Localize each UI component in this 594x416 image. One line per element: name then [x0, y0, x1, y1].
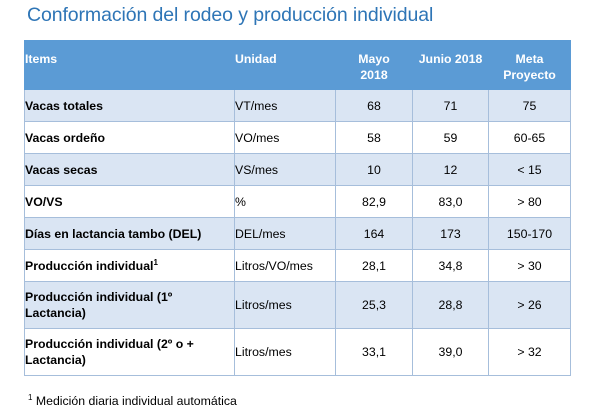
row-item-text: Producción individual	[25, 258, 154, 273]
row-meta: < 15	[488, 153, 571, 186]
table-row: Días en lactancia tambo (DEL) DEL/mes 16…	[24, 217, 571, 250]
row-item: Producción individual (1º Lactancia)	[24, 281, 235, 329]
row-unidad: Litros/VO/mes	[234, 249, 336, 282]
document-title: Conformación del rodeo y producción indi…	[27, 4, 434, 26]
row-unidad: %	[234, 185, 336, 218]
row-item: Días en lactancia tambo (DEL)	[24, 217, 235, 250]
row-junio: 12	[412, 153, 489, 186]
row-mayo: 58	[335, 121, 413, 154]
row-item: Producción individual1	[24, 249, 235, 282]
row-mayo: 68	[335, 89, 413, 122]
table-row: Producción individual (2º o + Lactancia) …	[24, 328, 571, 376]
row-meta: 75	[488, 89, 571, 122]
table-row: Vacas secas VS/mes 10 12 < 15	[24, 153, 571, 186]
row-junio: 28,8	[412, 281, 489, 329]
footnote-number: 1	[28, 393, 33, 402]
table-row: Vacas ordeño VO/mes 58 59 60-65	[24, 121, 571, 154]
row-item: Vacas ordeño	[24, 121, 235, 154]
table-row: Producción individual (1º Lactancia) Litr…	[24, 281, 571, 329]
row-meta: > 26	[488, 281, 571, 329]
header-mayo-line1: Mayo	[358, 52, 390, 66]
table-header-row: Items Unidad Mayo 2018 Junio 2018 Meta Pro…	[24, 40, 571, 90]
header-meta-line2: Proyecto	[503, 68, 556, 82]
row-unidad: VT/mes	[234, 89, 336, 122]
row-mayo: 10	[335, 153, 413, 186]
row-item: Vacas secas	[24, 153, 235, 186]
row-item: Vacas totales	[24, 89, 235, 122]
header-meta: Meta Proyecto	[488, 40, 571, 90]
row-mayo: 28,1	[335, 249, 413, 282]
row-unidad: Litros/mes	[234, 328, 336, 376]
row-item-line1: Producción individual (1º	[25, 290, 173, 304]
row-meta: > 80	[488, 185, 571, 218]
row-junio: 173	[412, 217, 489, 250]
header-items: Items	[24, 40, 235, 90]
footnote-text: Medición diaria individual automática	[32, 394, 237, 409]
row-item: VO/VS	[24, 185, 235, 218]
row-unidad: VO/mes	[234, 121, 336, 154]
row-mayo: 82,9	[335, 185, 413, 218]
row-meta: > 30	[488, 249, 571, 282]
row-junio: 83,0	[412, 185, 489, 218]
table-row: Producción individual1 Litros/VO/mes 28,…	[24, 249, 571, 282]
table-row: VO/VS % 82,9 83,0 > 80	[24, 185, 571, 218]
row-junio: 71	[412, 89, 489, 122]
row-item: Producción individual (2º o + Lactancia)	[24, 328, 235, 376]
row-unidad: Litros/mes	[234, 281, 336, 329]
row-item-line1: Producción individual (2º o +	[25, 337, 194, 351]
row-mayo: 33,1	[335, 328, 413, 376]
footnote: 1 Medición diaria individual automática	[28, 393, 237, 408]
row-unidad: DEL/mes	[234, 217, 336, 250]
row-junio: 39,0	[412, 328, 489, 376]
row-meta: > 32	[488, 328, 571, 376]
row-item-line2: Lactancia)	[25, 306, 86, 320]
header-mayo: Mayo 2018	[335, 40, 413, 90]
header-mayo-line2: 2018	[360, 68, 388, 82]
row-junio: 34,8	[412, 249, 489, 282]
header-meta-line1: Meta	[515, 52, 544, 66]
production-table: Items Unidad Mayo 2018 Junio 2018 Meta Pro…	[24, 40, 571, 376]
row-meta: 150-170	[488, 217, 571, 250]
footnote-marker: 1	[153, 257, 158, 267]
header-junio: Junio 2018	[412, 40, 489, 90]
table-row: Vacas totales VT/mes 68 71 75	[24, 89, 571, 122]
header-unidad: Unidad	[234, 40, 336, 90]
row-mayo: 164	[335, 217, 413, 250]
row-junio: 59	[412, 121, 489, 154]
row-unidad: VS/mes	[234, 153, 336, 186]
row-item-line2: Lactancia)	[25, 353, 86, 367]
row-meta: 60-65	[488, 121, 571, 154]
row-mayo: 25,3	[335, 281, 413, 329]
